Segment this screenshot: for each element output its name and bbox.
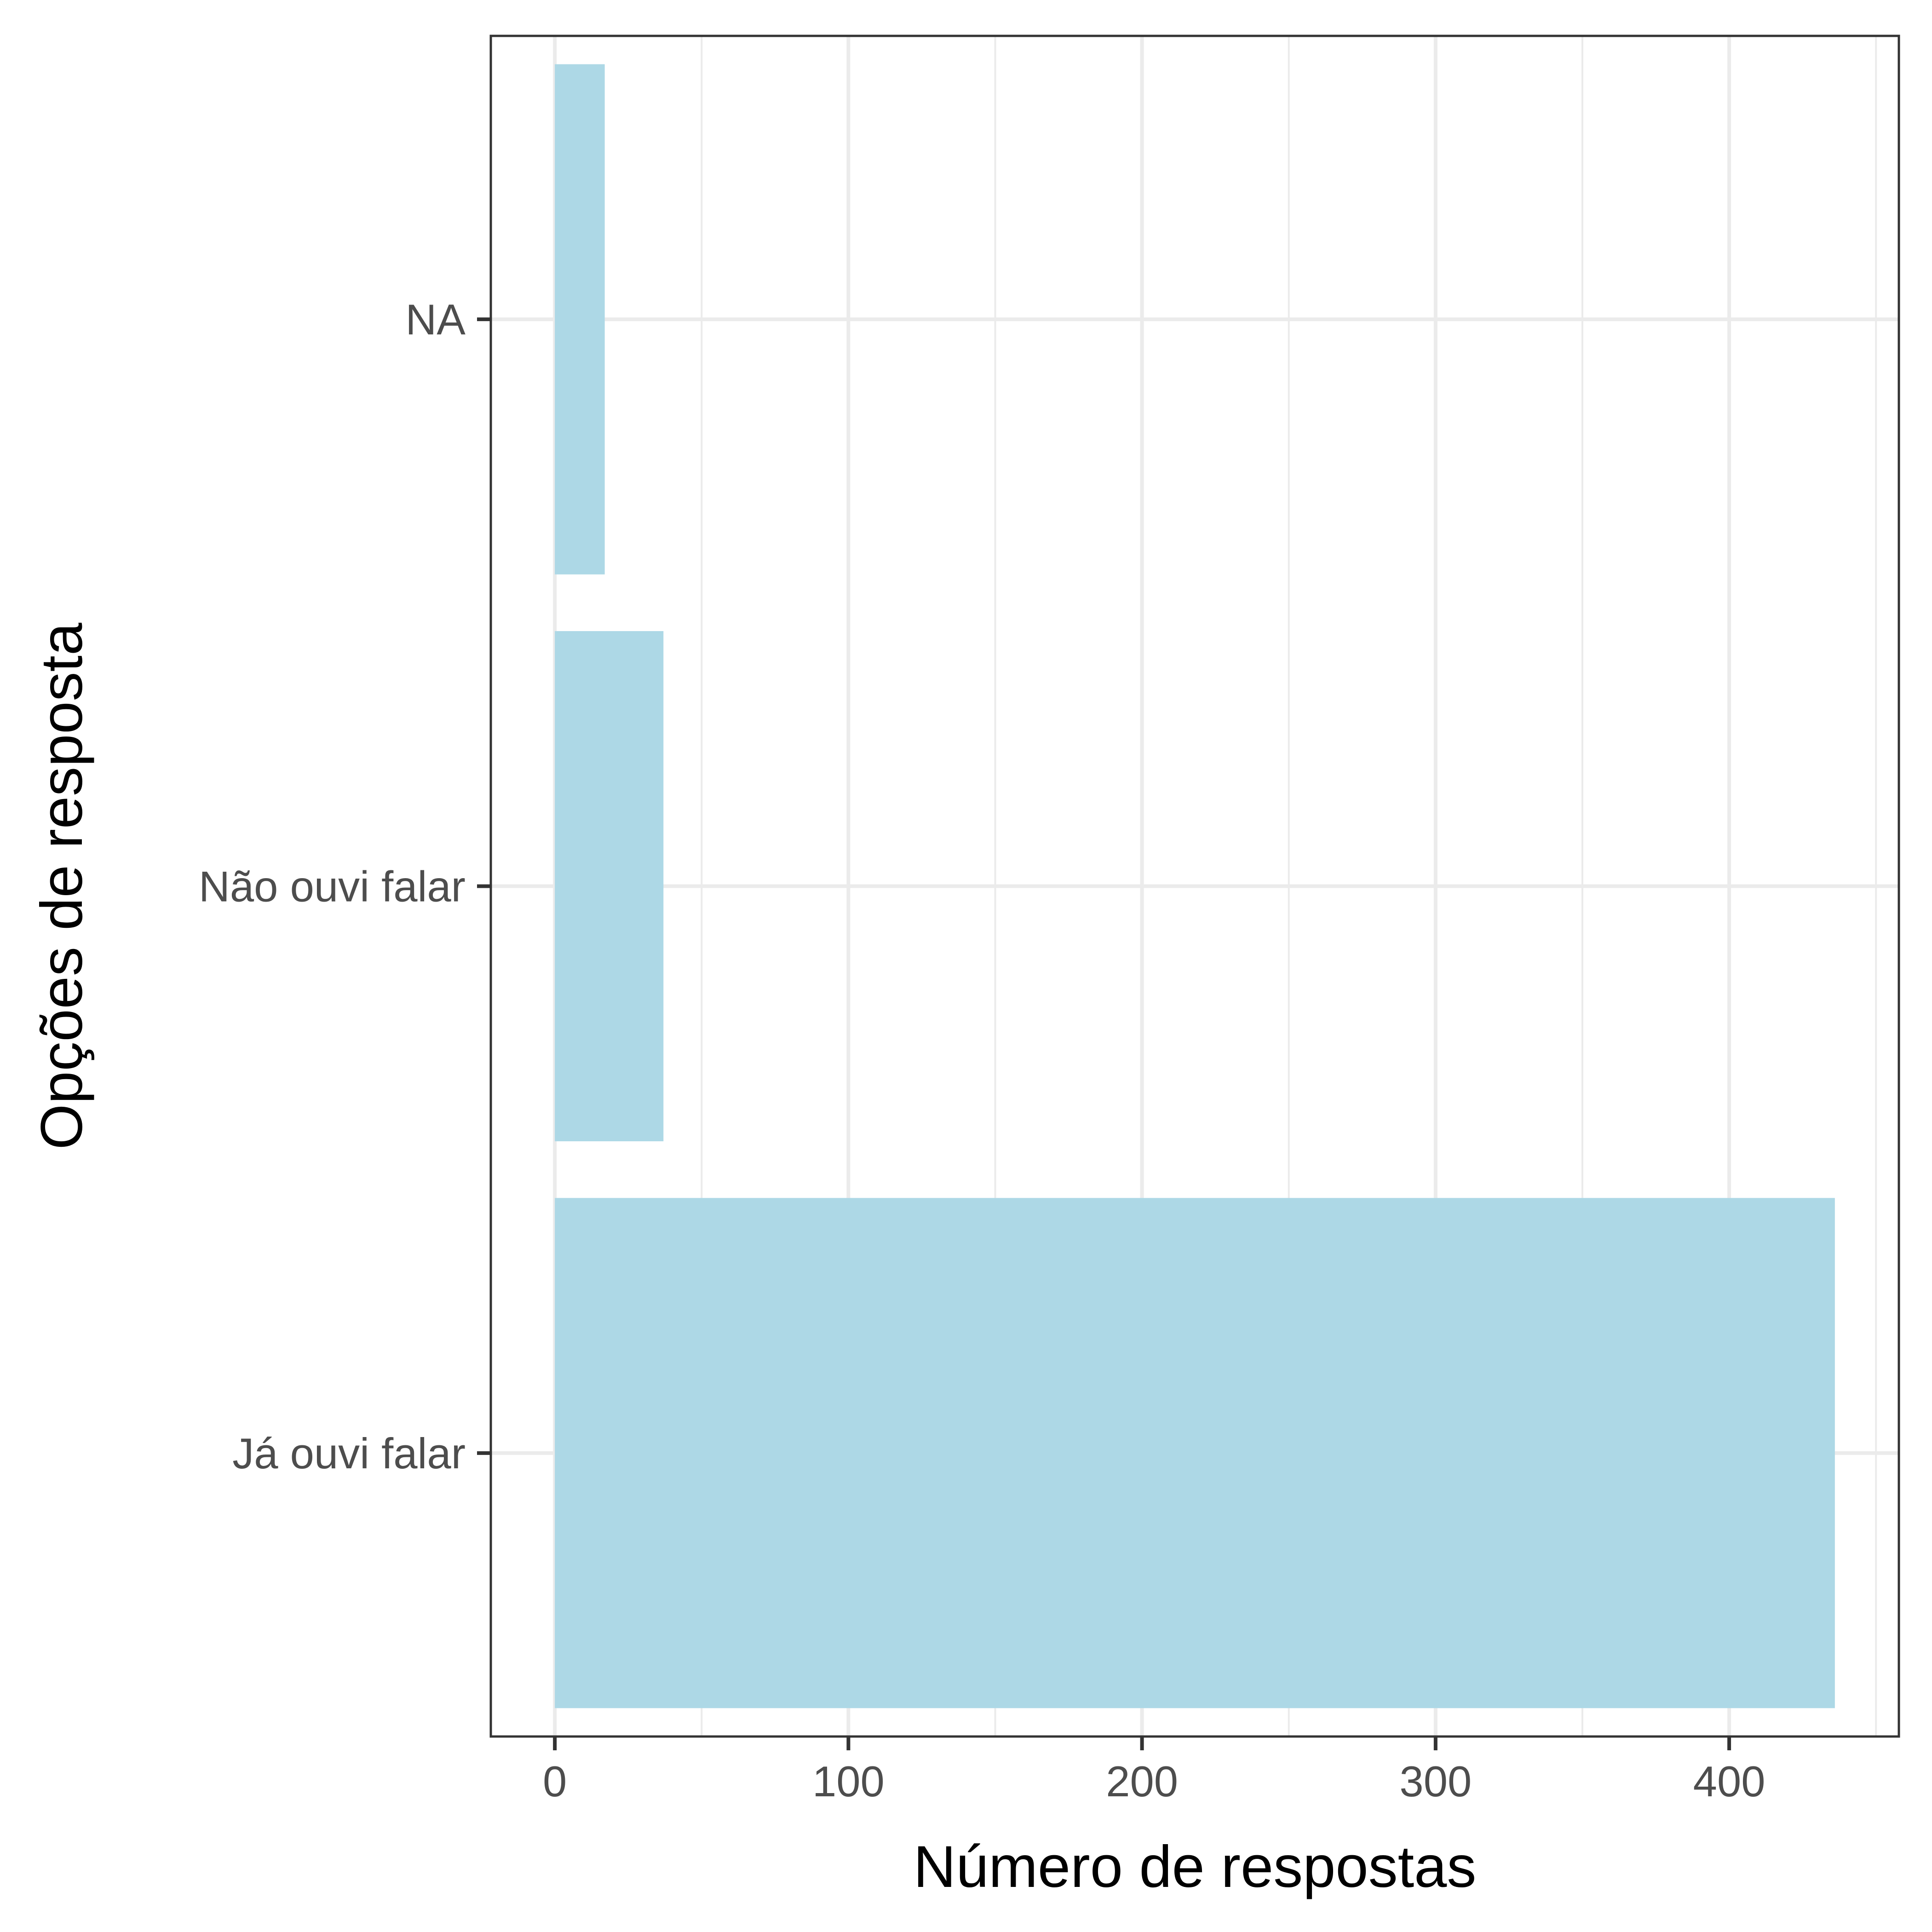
x-tick-label: 400	[1693, 1757, 1765, 1806]
y-axis: Já ouvi falar Não ouvi falar NA	[199, 295, 491, 1478]
x-tick-label: 200	[1106, 1757, 1178, 1806]
bars	[555, 64, 1835, 1708]
y-tick-label: NA	[405, 295, 466, 344]
x-tick-label: 100	[812, 1757, 885, 1806]
bar	[555, 64, 605, 575]
y-axis-title: Opções de resposta	[29, 622, 95, 1150]
y-tick-label: Já ouvi falar	[232, 1429, 466, 1478]
bar	[555, 1198, 1835, 1708]
y-tick-label: Não ouvi falar	[199, 862, 466, 911]
x-axis: 0 100 200 300 400	[543, 1736, 1765, 1806]
x-tick-label: 300	[1399, 1757, 1472, 1806]
x-axis-title: Número de respostas	[914, 1834, 1477, 1900]
x-tick-label: 0	[543, 1757, 567, 1806]
bar	[555, 631, 664, 1142]
